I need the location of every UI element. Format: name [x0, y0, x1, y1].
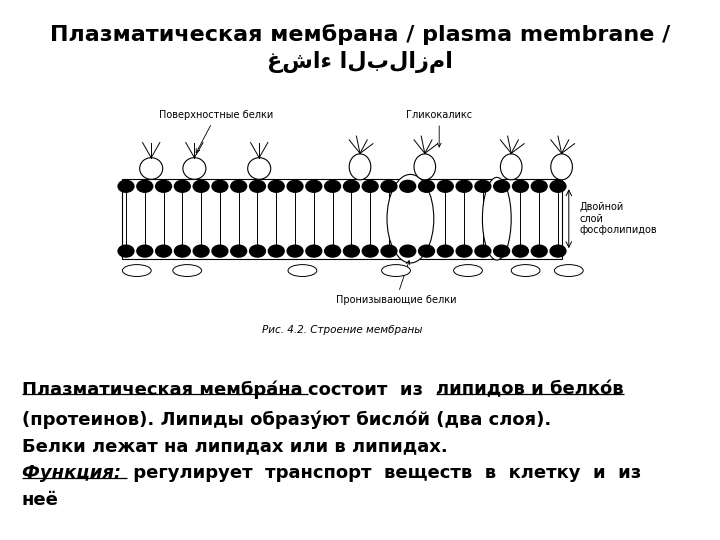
Text: Плазматическая мембрана / plasma membrane /: Плазматическая мембрана / plasma membran…	[50, 24, 670, 45]
Text: Рис. 4.2. Строение мембраны: Рис. 4.2. Строение мембраны	[262, 325, 422, 335]
Text: Плазматическая мембра́на: Плазматическая мембра́на	[22, 381, 308, 399]
Circle shape	[400, 180, 415, 192]
Circle shape	[269, 180, 284, 192]
Circle shape	[231, 180, 247, 192]
Circle shape	[381, 180, 397, 192]
Circle shape	[287, 180, 303, 192]
Text: состоит  из: состоит из	[308, 381, 436, 399]
Text: Белки лежат на липидах или в липидах.: Белки лежат на липидах или в липидах.	[22, 437, 447, 455]
Text: غشاء البلازما: غشاء البلازما	[267, 51, 453, 73]
Circle shape	[456, 245, 472, 257]
Circle shape	[174, 180, 190, 192]
Circle shape	[174, 245, 190, 257]
Circle shape	[531, 180, 547, 192]
Circle shape	[400, 245, 415, 257]
Ellipse shape	[349, 154, 371, 180]
Text: регулирует  транспорт  веществ  в  клетку  и  из: регулирует транспорт веществ в клетку и …	[127, 464, 642, 482]
Circle shape	[475, 245, 491, 257]
Circle shape	[118, 180, 134, 192]
Circle shape	[362, 180, 378, 192]
Circle shape	[550, 245, 566, 257]
Circle shape	[306, 245, 322, 257]
Circle shape	[475, 180, 491, 192]
Circle shape	[137, 245, 153, 257]
Ellipse shape	[140, 158, 163, 179]
Ellipse shape	[482, 177, 511, 260]
Text: липидов и белко́в: липидов и белко́в	[436, 381, 624, 399]
Circle shape	[137, 180, 153, 192]
Ellipse shape	[551, 154, 572, 180]
Circle shape	[118, 245, 134, 257]
Circle shape	[156, 180, 171, 192]
Ellipse shape	[288, 265, 317, 276]
Text: (протеинов). Липиды образу́ют бисло́й (два слоя).: (протеинов). Липиды образу́ют бисло́й (д…	[22, 410, 551, 429]
Circle shape	[456, 180, 472, 192]
Circle shape	[531, 245, 547, 257]
Circle shape	[494, 180, 510, 192]
Circle shape	[269, 245, 284, 257]
Circle shape	[325, 180, 341, 192]
Ellipse shape	[511, 265, 540, 276]
Circle shape	[437, 245, 453, 257]
Circle shape	[212, 245, 228, 257]
Circle shape	[250, 180, 266, 192]
Bar	[122, 179, 562, 259]
Ellipse shape	[122, 265, 151, 276]
Circle shape	[494, 245, 510, 257]
Circle shape	[418, 180, 434, 192]
Ellipse shape	[500, 154, 522, 180]
Text: Поверхностные белки: Поверхностные белки	[159, 110, 273, 153]
Ellipse shape	[173, 265, 202, 276]
Ellipse shape	[387, 174, 433, 263]
Circle shape	[306, 180, 322, 192]
Circle shape	[231, 245, 247, 257]
Circle shape	[325, 245, 341, 257]
Circle shape	[381, 245, 397, 257]
Circle shape	[193, 180, 209, 192]
Circle shape	[343, 180, 359, 192]
Circle shape	[250, 245, 266, 257]
Ellipse shape	[248, 158, 271, 179]
Circle shape	[513, 180, 528, 192]
Circle shape	[362, 245, 378, 257]
Circle shape	[193, 245, 209, 257]
Circle shape	[212, 180, 228, 192]
Circle shape	[156, 245, 171, 257]
Text: Двойной
слой
фосфолипидов: Двойной слой фосфолипидов	[580, 202, 657, 235]
Text: неё: неё	[22, 491, 58, 509]
Circle shape	[513, 245, 528, 257]
Text: Пронизывающие белки: Пронизывающие белки	[336, 261, 456, 305]
Text: Функция:: Функция:	[22, 464, 127, 482]
Circle shape	[343, 245, 359, 257]
Ellipse shape	[554, 265, 583, 276]
Ellipse shape	[414, 154, 436, 180]
Ellipse shape	[454, 265, 482, 276]
Ellipse shape	[382, 265, 410, 276]
Text: Гликокаликс: Гликокаликс	[406, 110, 472, 147]
Ellipse shape	[183, 158, 206, 179]
Circle shape	[287, 245, 303, 257]
Circle shape	[550, 180, 566, 192]
Circle shape	[418, 245, 434, 257]
Circle shape	[437, 180, 453, 192]
